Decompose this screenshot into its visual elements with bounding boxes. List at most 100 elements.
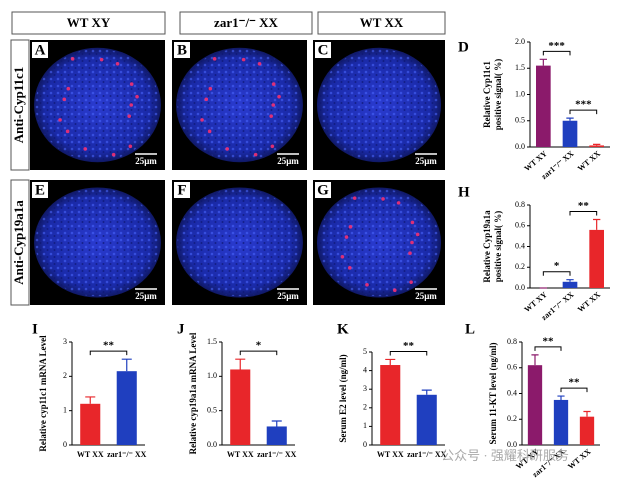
y-tick-label: 0.4: [515, 241, 525, 250]
signal-spot: [129, 82, 134, 86]
y-axis-label: Serum 11-KT level (ng/ml): [488, 342, 498, 444]
column-header-box: [317, 11, 446, 35]
error-bar: [566, 117, 574, 121]
significance-bracket: [560, 387, 588, 393]
x-tick-label: WT XX: [77, 450, 104, 459]
row-label: Anti-Cyp11c1: [11, 67, 26, 144]
y-tick-label: 0.0: [507, 440, 517, 449]
column-header: WT XX: [360, 15, 404, 30]
bar: [116, 371, 137, 445]
signal-spot: [212, 57, 217, 61]
signal-spot: [348, 225, 353, 229]
signal-spot: [381, 197, 385, 201]
panel-letter-box: [174, 182, 190, 198]
signal-spot: [347, 266, 352, 270]
bar: [527, 365, 543, 445]
signal-spot: [410, 240, 414, 245]
y-tick-label: 0.5: [207, 405, 217, 414]
column-header-box: [179, 11, 313, 35]
bar: [579, 416, 595, 445]
bar: [380, 365, 401, 445]
bar: [589, 145, 604, 147]
bar: [416, 394, 437, 445]
significance-label: ***: [575, 99, 592, 111]
y-tick-label: 0.2: [507, 414, 517, 423]
column-header-box: [11, 11, 166, 35]
signal-spot: [257, 61, 262, 66]
y-tick-label: 0.5: [515, 116, 525, 125]
y-tick-label: 0.2: [515, 262, 525, 271]
error-bar: [121, 358, 132, 372]
signal-spot: [241, 57, 246, 62]
scale-label: 25μm: [135, 156, 157, 166]
scale-label: 25μm: [415, 156, 437, 166]
y-axis-label: Relative Cyp11c1: [482, 61, 492, 128]
significance-label: **: [569, 377, 581, 389]
y-tick-label: 0: [363, 440, 367, 449]
signal-spot: [127, 114, 131, 118]
bar: [230, 369, 251, 445]
signal-spot: [65, 129, 70, 134]
bar: [80, 403, 101, 445]
error-bar: [593, 218, 601, 230]
y-tick-label: 2: [363, 403, 367, 412]
y-tick-label: 0.8: [507, 337, 517, 346]
error-bar: [235, 358, 246, 370]
x-tick-label: zar1⁻/⁻ XX: [407, 450, 447, 459]
y-tick-label: 0.0: [515, 142, 525, 151]
y-axis-label: Relative cyp19a1a mRNA Level: [188, 332, 198, 454]
signal-spot: [344, 235, 349, 239]
signal-spot: [271, 82, 276, 86]
error-bar: [557, 395, 565, 400]
chart-letter: H: [458, 184, 470, 200]
signal-spot: [207, 129, 212, 134]
significance-label: **: [103, 340, 115, 352]
panel-letter: F: [177, 182, 186, 198]
signal-spot: [99, 57, 104, 62]
signal-spot: [340, 254, 345, 259]
signal-spot: [415, 232, 420, 237]
column-header: WT XY: [67, 15, 111, 30]
signal-spot: [200, 118, 204, 122]
signal-spot: [225, 147, 230, 151]
signal-spot: [271, 103, 276, 107]
error-bar: [385, 358, 396, 366]
panel-letter: G: [317, 182, 329, 198]
chart-letter: I: [32, 321, 38, 337]
signal-spot: [270, 144, 275, 149]
tissue-nuclei: [177, 49, 302, 161]
y-tick-label: 1.5: [515, 63, 525, 72]
scale-label: 25μm: [277, 156, 299, 166]
signal-spot: [204, 97, 209, 102]
significance-label: *: [256, 340, 262, 352]
signal-spot: [269, 114, 273, 118]
signal-spot: [208, 86, 213, 91]
significance-bracket: [542, 271, 571, 276]
bar: [562, 120, 578, 147]
y-tick-label: 5: [363, 347, 367, 356]
panel-letter-box: [174, 42, 190, 58]
error-bar: [271, 420, 282, 427]
y-tick-label: 0.8: [515, 200, 525, 209]
error-bar: [85, 396, 96, 404]
y-tick-label: 3: [363, 384, 367, 393]
y-tick-label: 2: [63, 371, 67, 380]
chart-letter: K: [337, 321, 349, 337]
signal-spot: [115, 61, 120, 66]
micrograph: C 25μm: [313, 40, 445, 170]
y-tick-label: 1: [63, 405, 67, 414]
signal-spot: [253, 152, 258, 157]
tissue-nuclei: [35, 49, 160, 161]
y-tick-label: 2.0: [515, 37, 525, 46]
scale-label: 25μm: [135, 291, 157, 301]
panel-letter: C: [318, 42, 329, 58]
row-label-box: [10, 179, 30, 306]
y-tick-label: 0.0: [207, 440, 217, 449]
error-bar: [593, 143, 601, 146]
signal-spot: [58, 118, 62, 122]
signal-spot: [277, 94, 281, 99]
signal-spot: [352, 196, 357, 200]
bar: [589, 229, 604, 288]
error-bar: [566, 279, 574, 282]
